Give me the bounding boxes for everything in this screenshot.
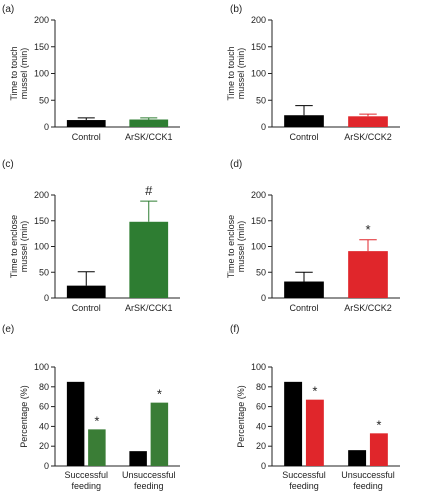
- significance-marker: *: [312, 384, 317, 399]
- y-tick-label: 50: [256, 95, 266, 105]
- y-tick-label: 200: [34, 15, 49, 25]
- y-axis-label: mussel (min): [19, 48, 29, 100]
- y-tick-label: 0: [261, 122, 266, 132]
- panel-label: (d): [230, 159, 242, 170]
- panel-c: (c) 0 50 100 150 200 Time to enclose mussel (mi…: [2, 159, 180, 313]
- bar: [348, 450, 367, 466]
- panel-f: (f) 0 20 40 60 80 100 Percentage (%) * Successful…: [230, 324, 400, 491]
- x-tick-label: feeding: [289, 481, 319, 491]
- bar: [369, 433, 388, 466]
- y-axis-label: Time to touch: [9, 46, 19, 100]
- bar: [129, 451, 147, 466]
- panel-label: (f): [230, 324, 239, 335]
- y-tick-label: 100: [34, 362, 49, 372]
- y-tick-label: 100: [251, 242, 266, 252]
- panel-label: (e): [2, 324, 14, 335]
- bar: [66, 120, 106, 127]
- panel-d: (d) 0 50 100 150 200 Time to enclose mussel (mi…: [226, 159, 400, 313]
- y-tick-label: 100: [251, 362, 266, 372]
- x-tick-label: ArSK/CCK2: [344, 132, 392, 142]
- x-tick-label: ArSK/CCK2: [344, 303, 392, 313]
- x-tick-label: feeding: [353, 481, 383, 491]
- significance-marker: *: [157, 387, 162, 402]
- y-axis-label: Percentage (%): [236, 385, 246, 448]
- y-tick-label: 50: [39, 267, 49, 277]
- panel-a: (a) 0 50 100 150 200 Time to touch mussel (min)…: [2, 4, 180, 142]
- panel-label: (a): [2, 4, 14, 15]
- y-tick-label: 0: [44, 293, 49, 303]
- significance-marker: *: [376, 417, 381, 432]
- bar: [305, 399, 324, 466]
- y-axis-label: Time to enclose: [226, 215, 236, 278]
- x-tick-label: ArSK/CCK1: [125, 132, 173, 142]
- y-tick-label: 60: [39, 402, 49, 412]
- y-tick-label: 200: [34, 190, 49, 200]
- y-tick-label: 20: [39, 441, 49, 451]
- bar: [129, 221, 169, 298]
- panel-b: (b) 0 50 100 150 200 Time to touch mussel (min)…: [226, 4, 400, 142]
- bar: [129, 119, 169, 127]
- y-axis-label: Percentage (%): [19, 385, 29, 448]
- bar: [88, 429, 106, 466]
- bar: [284, 381, 303, 466]
- y-tick-label: 50: [256, 267, 266, 277]
- y-axis-label: mussel (min): [19, 221, 29, 273]
- y-tick-label: 100: [251, 69, 266, 79]
- y-tick-label: 80: [256, 382, 266, 392]
- bar: [150, 402, 169, 466]
- y-tick-label: 150: [34, 216, 49, 226]
- bar: [284, 115, 324, 127]
- y-axis-label: mussel (min): [236, 221, 246, 273]
- y-tick-label: 40: [39, 421, 49, 431]
- y-axis-label: Time to enclose: [9, 215, 19, 278]
- bar: [66, 381, 85, 466]
- y-tick-label: 0: [44, 122, 49, 132]
- bar: [66, 285, 106, 298]
- significance-marker: #: [145, 183, 153, 198]
- bar: [348, 251, 388, 298]
- y-tick-label: 150: [34, 42, 49, 52]
- significance-marker: *: [94, 413, 99, 428]
- y-axis-label: Time to touch: [226, 46, 236, 100]
- x-tick-label: Control: [289, 132, 318, 142]
- bar: [284, 281, 324, 298]
- y-tick-label: 150: [251, 216, 266, 226]
- y-tick-label: 0: [261, 293, 266, 303]
- y-tick-label: 200: [251, 15, 266, 25]
- x-tick-label: feeding: [134, 481, 164, 491]
- x-tick-label: ArSK/CCK1: [125, 303, 173, 313]
- y-tick-label: 20: [256, 441, 266, 451]
- x-tick-label: Control: [72, 303, 101, 313]
- x-tick-label: Successful: [282, 470, 326, 480]
- y-tick-label: 150: [251, 42, 266, 52]
- x-tick-label: Control: [72, 132, 101, 142]
- y-tick-label: 80: [39, 382, 49, 392]
- x-tick-label: Control: [289, 303, 318, 313]
- significance-marker: *: [365, 222, 370, 237]
- y-tick-label: 200: [251, 190, 266, 200]
- x-tick-label: Successful: [64, 470, 108, 480]
- y-tick-label: 0: [44, 461, 49, 471]
- panel-label: (c): [2, 159, 14, 170]
- y-tick-label: 100: [34, 69, 49, 79]
- y-tick-label: 100: [34, 242, 49, 252]
- bar: [348, 116, 388, 127]
- y-tick-label: 50: [39, 95, 49, 105]
- y-tick-label: 40: [256, 421, 266, 431]
- y-tick-label: 0: [261, 461, 266, 471]
- x-tick-label: feeding: [71, 481, 101, 491]
- panel-label: (b): [230, 4, 242, 15]
- panel-e: (e) 0 20 40 60 80 100 Percentage (%) * Successful…: [2, 324, 180, 491]
- x-tick-label: Unsuccessful: [341, 470, 395, 480]
- y-axis-label: mussel (min): [236, 48, 246, 100]
- y-tick-label: 60: [256, 402, 266, 412]
- x-tick-label: Unsuccessful: [122, 470, 176, 480]
